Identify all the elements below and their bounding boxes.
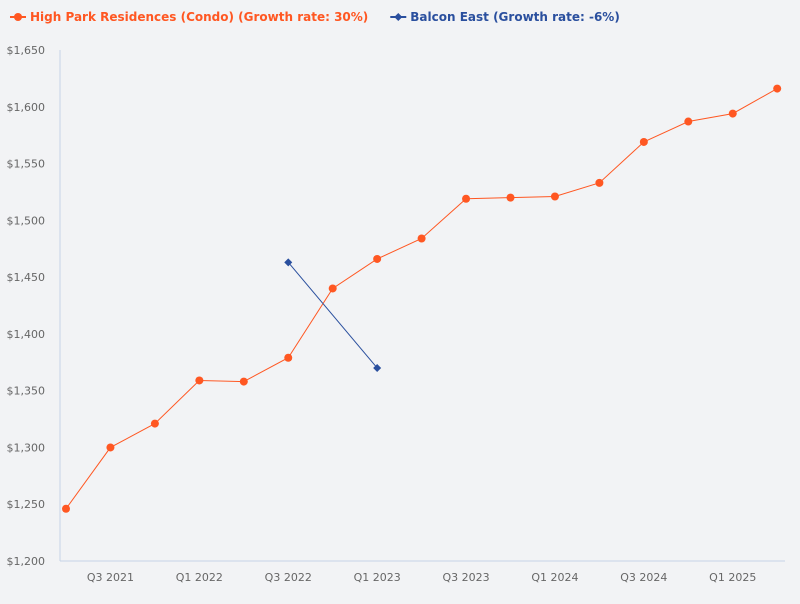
- data-point[interactable]: [284, 353, 293, 362]
- x-tick-label: Q3 2024: [620, 571, 667, 584]
- data-point[interactable]: [150, 419, 159, 428]
- legend-item-0[interactable]: High Park Residences (Condo) (Growth rat…: [10, 10, 368, 24]
- y-tick-label: $1,500: [7, 214, 46, 227]
- y-tick-label: $1,600: [7, 101, 46, 114]
- data-point[interactable]: [373, 363, 382, 372]
- data-point[interactable]: [506, 193, 515, 202]
- data-point[interactable]: [328, 284, 337, 293]
- data-point[interactable]: [417, 234, 426, 243]
- series-line: [287, 262, 378, 369]
- y-tick-label: $1,350: [7, 385, 46, 398]
- series-1: [284, 258, 382, 372]
- legend-diamond-icon: [394, 13, 403, 21]
- data-point[interactable]: [462, 194, 471, 203]
- legend: High Park Residences (Condo) (Growth rat…: [10, 10, 620, 24]
- y-tick-label: $1,300: [7, 441, 46, 454]
- data-point[interactable]: [106, 443, 115, 452]
- x-tick-label: Q1 2022: [176, 571, 223, 584]
- data-point[interactable]: [728, 109, 737, 118]
- data-point[interactable]: [773, 84, 782, 93]
- legend-label: High Park Residences (Condo) (Growth rat…: [30, 10, 368, 24]
- x-tick-label: Q1 2025: [709, 571, 756, 584]
- x-tick-label: Q3 2023: [442, 571, 489, 584]
- y-tick-label: $1,400: [7, 328, 46, 341]
- y-tick-label: $1,650: [7, 44, 46, 57]
- data-point[interactable]: [239, 377, 248, 386]
- legend-item-1[interactable]: Balcon East (Growth rate: -6%): [390, 10, 620, 24]
- data-point[interactable]: [684, 117, 693, 126]
- data-point[interactable]: [639, 137, 648, 146]
- data-point[interactable]: [595, 178, 604, 187]
- series-0: [62, 84, 782, 513]
- data-point[interactable]: [62, 504, 70, 513]
- x-tick-label: Q1 2023: [354, 571, 401, 584]
- x-tick-label: Q3 2022: [265, 571, 312, 584]
- y-tick-label: $1,550: [7, 158, 46, 171]
- y-tick-label: $1,250: [7, 498, 46, 511]
- data-point[interactable]: [284, 258, 293, 267]
- legend-circle-icon: [14, 13, 22, 21]
- data-point[interactable]: [373, 254, 382, 263]
- x-tick-label: Q1 2024: [531, 571, 578, 584]
- data-point[interactable]: [195, 376, 204, 385]
- x-tick-label: Q3 2021: [87, 571, 134, 584]
- series-line: [65, 88, 778, 510]
- data-point[interactable]: [550, 192, 559, 201]
- legend-label: Balcon East (Growth rate: -6%): [410, 10, 620, 24]
- y-tick-label: $1,450: [7, 271, 46, 284]
- y-tick-label: $1,200: [7, 555, 46, 568]
